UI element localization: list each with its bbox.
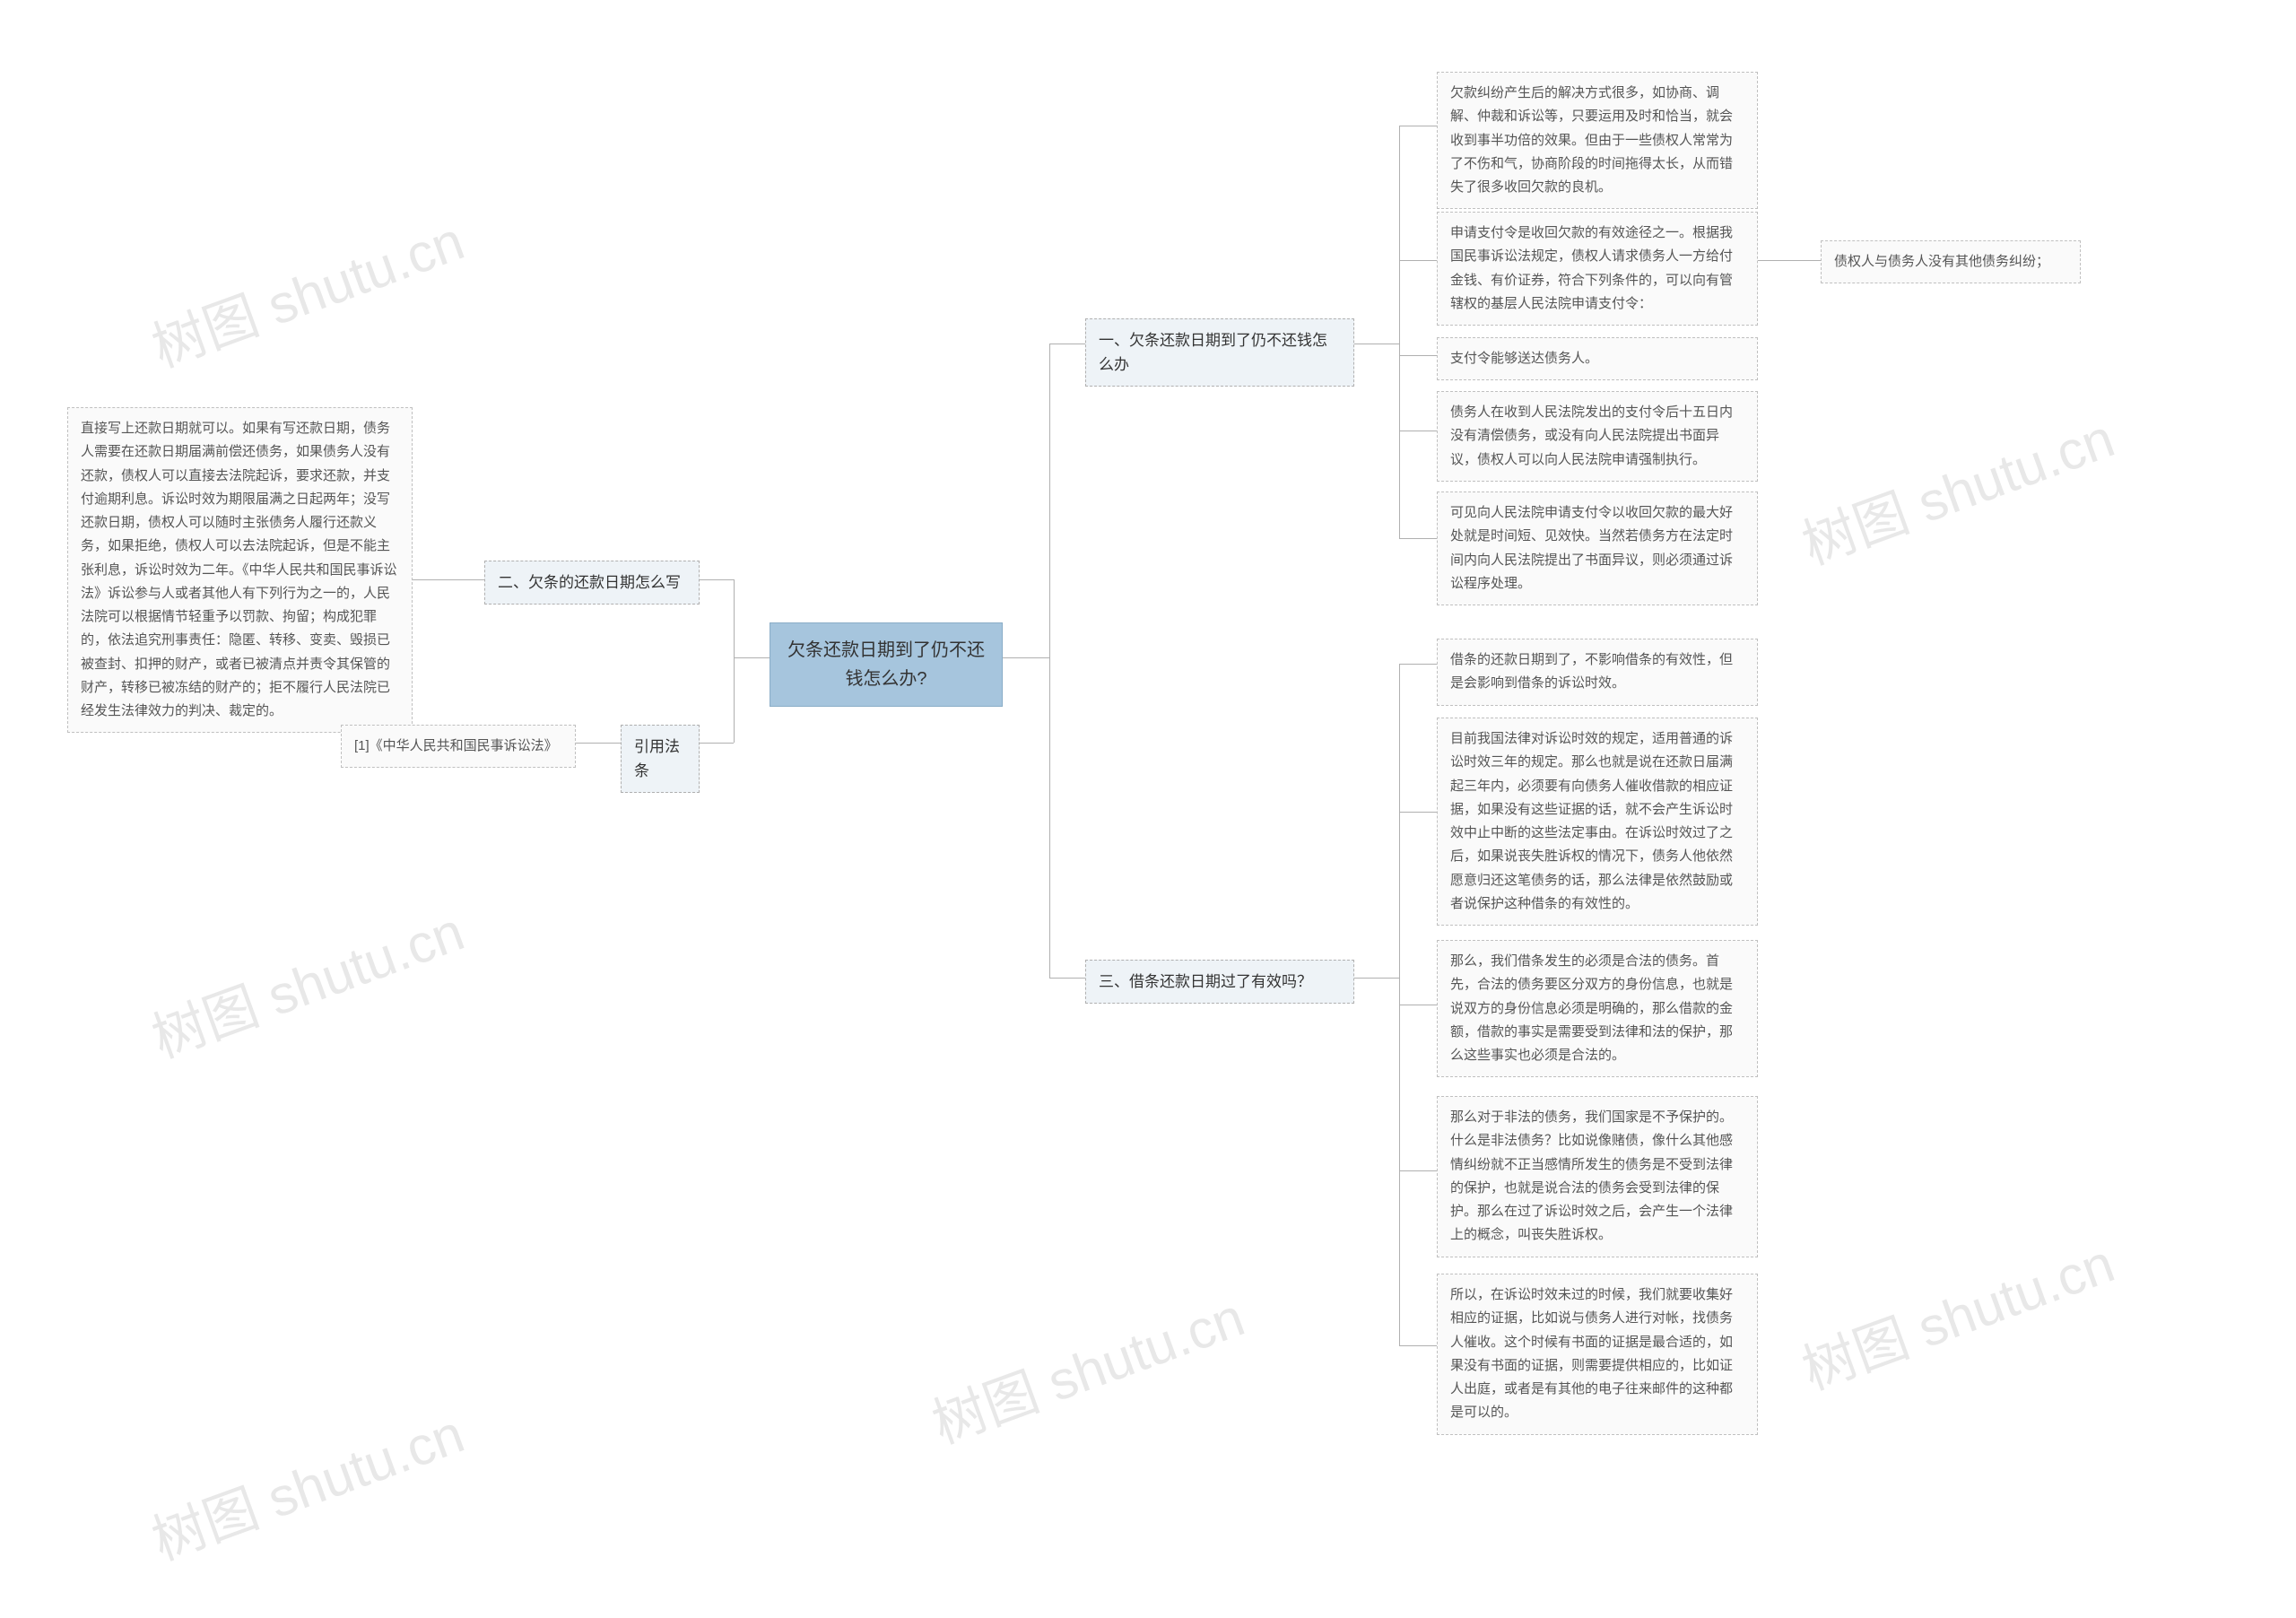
connector [1399, 1170, 1437, 1171]
connector [1758, 260, 1821, 261]
leaf-r1-4: 债务人在收到人民法院发出的支付令后十五日内没有清偿债务，或没有向人民法院提出书面… [1437, 391, 1758, 482]
watermark: 树图 shutu.cn [920, 1274, 1253, 1458]
connector [1354, 978, 1399, 979]
watermark: 树图 shutu.cn [140, 1390, 473, 1575]
branch-right-1[interactable]: 一、欠条还款日期到了仍不还钱怎么办 [1085, 318, 1354, 387]
leaf-r1-1: 欠款纠纷产生后的解决方式很多，如协商、调解、仲裁和诉讼等，只要运用及时和恰当，就… [1437, 72, 1758, 209]
connector [1399, 1345, 1437, 1346]
connector [576, 743, 621, 744]
leaf-r2-3: 那么，我们借条发生的必须是合法的债务。首先，合法的债务要区分双方的身份信息，也就… [1437, 940, 1758, 1077]
leaf-r2-1: 借条的还款日期到了，不影响借条的有效性，但是会影响到借条的诉讼时效。 [1437, 639, 1758, 706]
leaf-r1-3: 支付令能够送达债务人。 [1437, 337, 1758, 380]
leaf-left-1: 直接写上还款日期就可以。如果有写还款日期，债务人需要在还款日期届满前偿还债务，如… [67, 407, 413, 733]
leaf-r1-2-sub: 债权人与债务人没有其他债务纠纷； [1821, 240, 2081, 283]
branch-left-2[interactable]: 引用法条 [621, 725, 700, 793]
connector [734, 657, 770, 658]
branch-right-2[interactable]: 三、借条还款日期过了有效吗？ [1085, 960, 1354, 1004]
watermark: 树图 shutu.cn [140, 197, 473, 382]
connector [1399, 260, 1437, 261]
connector [1399, 538, 1437, 539]
connector [700, 743, 734, 744]
connector [1049, 978, 1085, 979]
connector [700, 579, 734, 580]
leaf-r1-5: 可见向人民法院申请支付令以收回欠款的最大好处就是时间短、见效快。当然若债务方在法… [1437, 491, 1758, 605]
leaf-r1-2: 申请支付令是收回欠款的有效途径之一。根据我国民事诉讼法规定，债权人请求债务人一方… [1437, 212, 1758, 326]
connector [1399, 126, 1400, 538]
connector [734, 579, 735, 743]
watermark: 树图 shutu.cn [1790, 1220, 2123, 1405]
root-node[interactable]: 欠条还款日期到了仍不还钱怎么办? [770, 622, 1003, 707]
leaf-r2-5: 所以，在诉讼时效未过的时候，我们就要收集好相应的证据，比如说与债务人进行对帐，找… [1437, 1274, 1758, 1435]
branch-left-1[interactable]: 二、欠条的还款日期怎么写 [484, 561, 700, 605]
leaf-r2-4: 那么对于非法的债务，我们国家是不予保护的。什么是非法债务？比如说像赌债，像什么其… [1437, 1096, 1758, 1257]
connector [1399, 664, 1437, 665]
leaf-left-2: [1]《中华人民共和国民事诉讼法》 [341, 725, 576, 768]
connector [1049, 344, 1050, 978]
watermark: 树图 shutu.cn [1790, 395, 2123, 579]
connector [413, 579, 484, 580]
watermark: 树图 shutu.cn [140, 888, 473, 1073]
connector [1399, 355, 1437, 356]
connector [1003, 657, 1049, 658]
leaf-r2-2: 目前我国法律对诉讼时效的规定，适用普通的诉讼时效三年的规定。那么也就是说在还款日… [1437, 718, 1758, 926]
connector [1399, 812, 1437, 813]
